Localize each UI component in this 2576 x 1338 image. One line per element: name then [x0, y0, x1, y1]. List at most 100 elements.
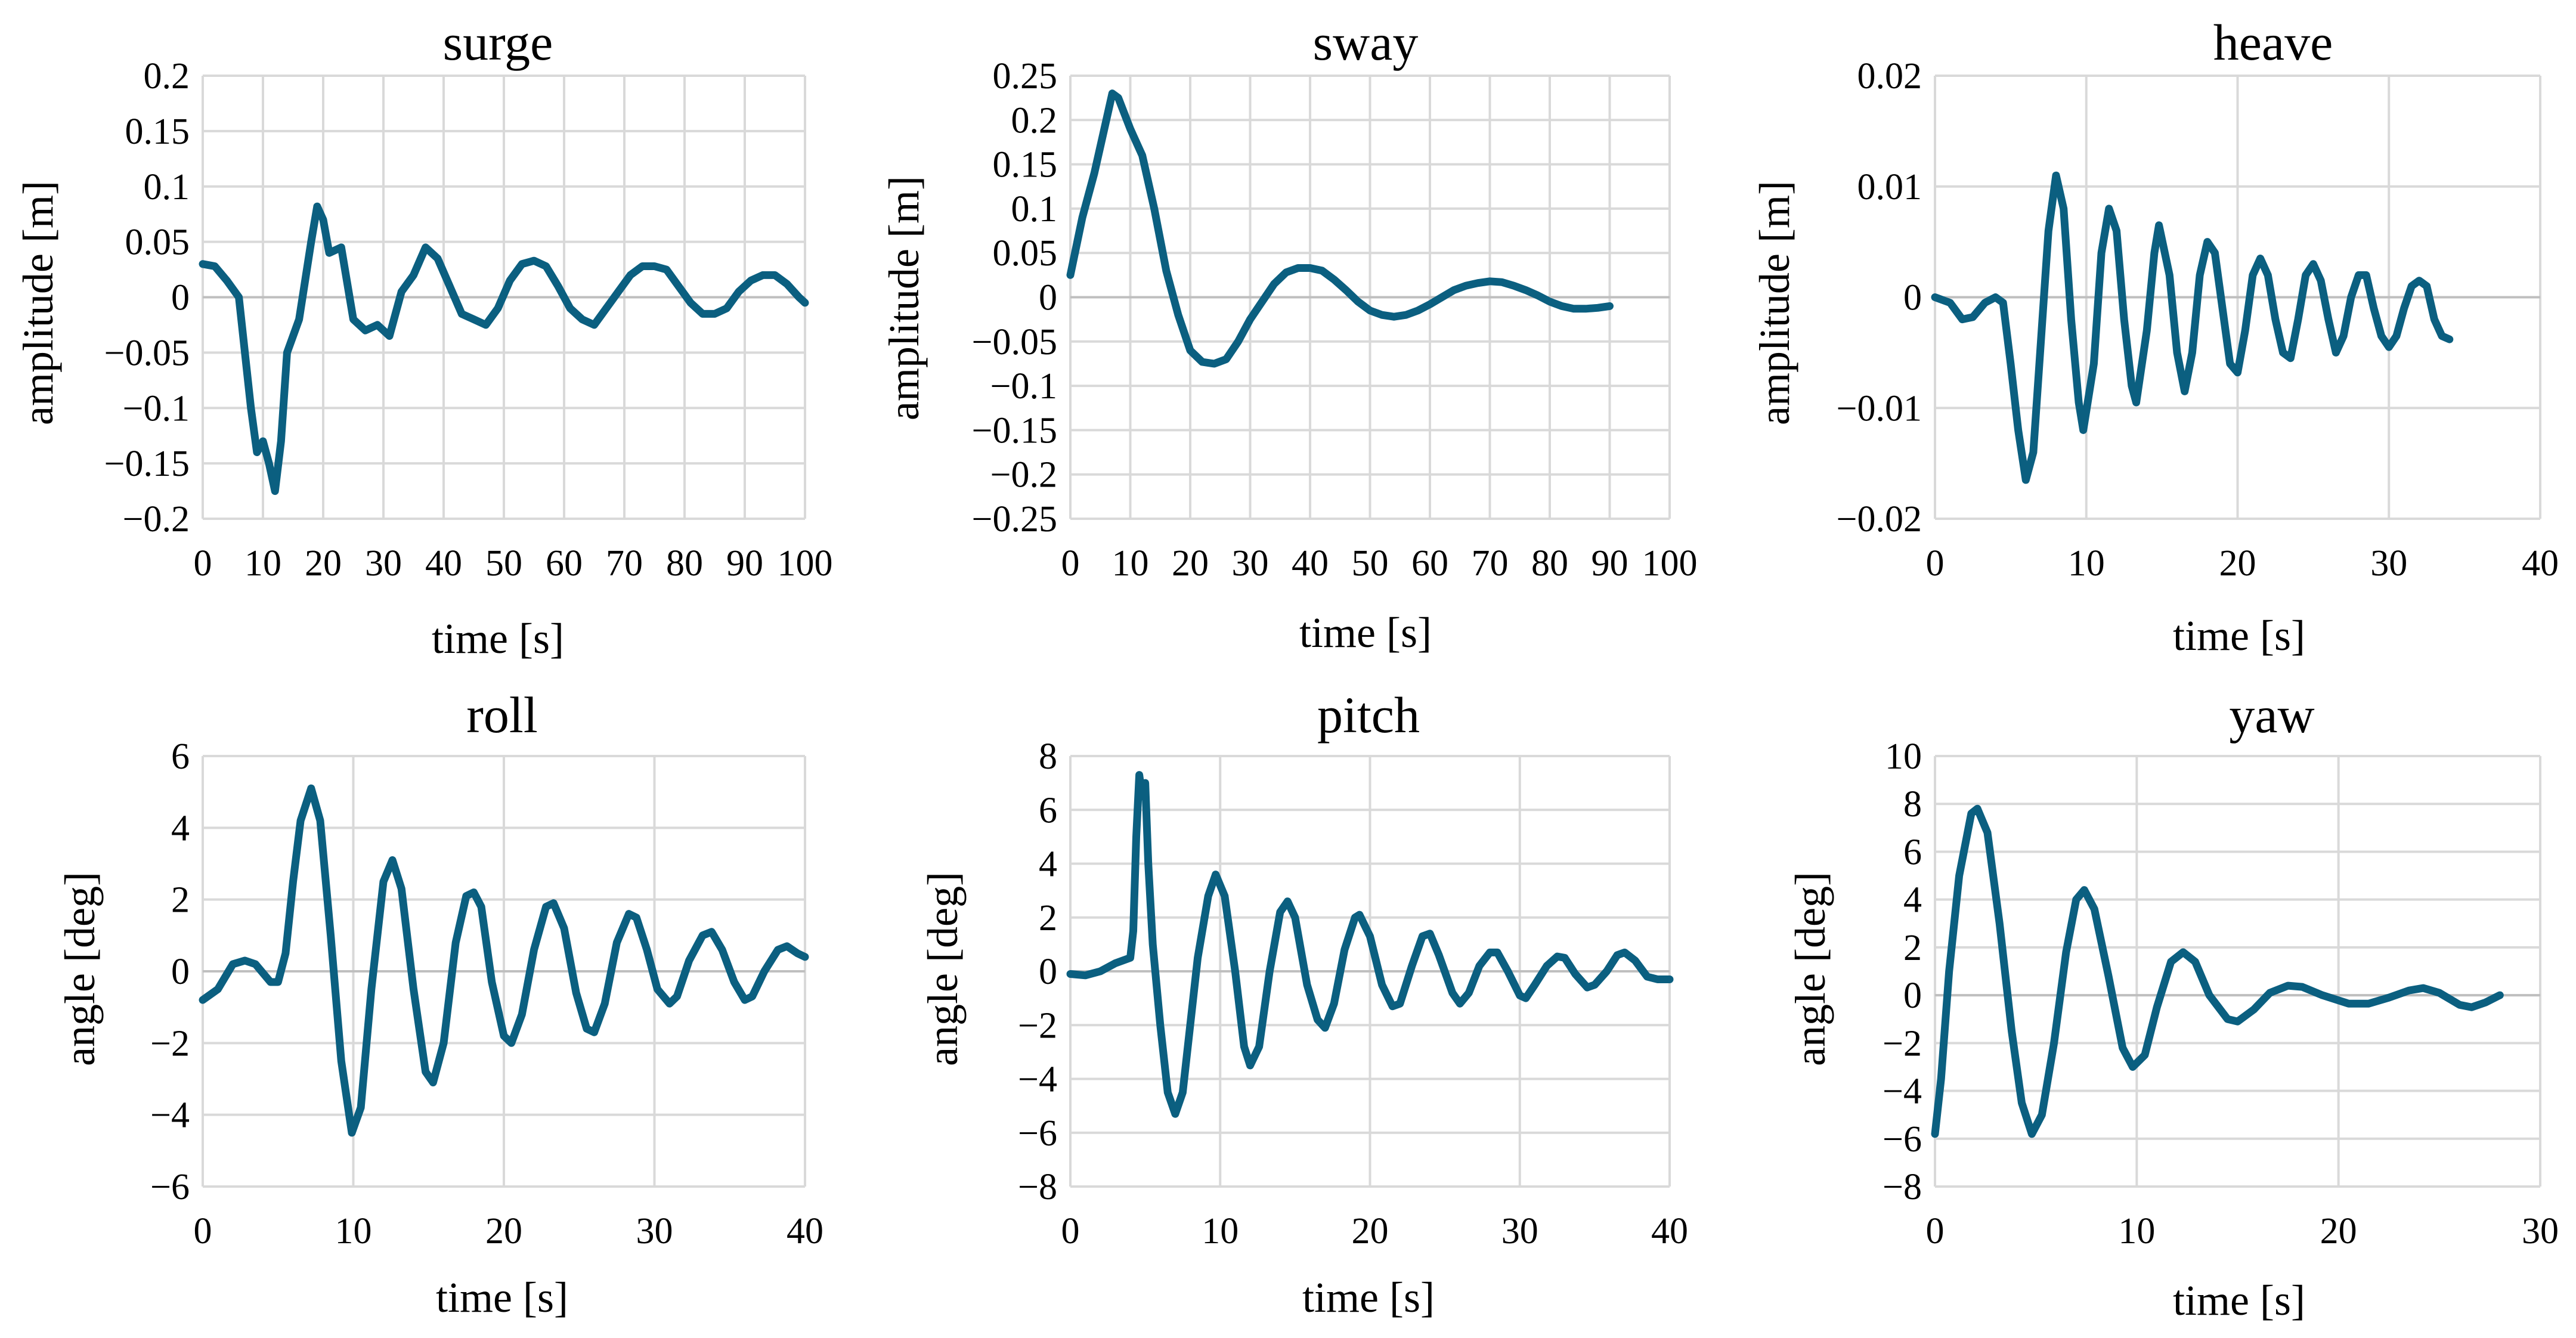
x-tick-label: 30 [2370, 543, 2407, 584]
series-line-sway [1066, 89, 1614, 368]
x-tick-label: 70 [1472, 543, 1509, 584]
y-tick-label: 6 [1039, 790, 1057, 831]
x-tick-label: 70 [606, 543, 643, 584]
x-tick-label: 40 [1651, 1211, 1688, 1252]
y-tick-label: 0.15 [125, 112, 190, 152]
x-tick-label: 10 [1112, 543, 1149, 584]
y-tick-label: 2 [1903, 928, 1922, 968]
y-axis-label: amplitude [m] [14, 181, 62, 425]
y-tick-label: −0.15 [972, 410, 1057, 451]
x-tick-label: 0 [194, 1211, 212, 1252]
x-tick-labels: 0 10 20 30 40 50 60 70 80 90 100 [194, 543, 833, 584]
y-tick-label: −0.01 [1837, 388, 1922, 429]
x-tick-labels: 0 10 20 30 [1926, 1211, 2559, 1252]
chart-title: yaw [2229, 686, 2314, 744]
grid [1934, 75, 2541, 520]
chart-heave: heave −0.02 −0.01 0 0.01 0.02 0 10 20 30 40 time… [1751, 14, 2559, 659]
y-axis-label: angle [deg] [1787, 872, 1834, 1066]
chart-title: sway [1313, 14, 1419, 71]
y-tick-label: −4 [1883, 1071, 1922, 1112]
y-tick-label: −2 [1018, 1005, 1057, 1046]
chart-title: pitch [1317, 686, 1420, 744]
y-tick-label: 0.02 [1857, 56, 1922, 97]
x-tick-label: 20 [485, 1211, 522, 1252]
y-tick-label: 0.05 [125, 222, 190, 263]
y-tick-labels: −0.2 −0.15 −0.1 −0.05 0 0.05 0.1 0.15 0.2 [104, 56, 190, 540]
chart-yaw: yaw −8 −6 −4 −2 0 2 4 6 8 10 0 10 20 30 time [s] ang… [1787, 686, 2559, 1324]
x-tick-label: 0 [194, 543, 212, 584]
x-tick-label: 30 [1232, 543, 1269, 584]
y-tick-label: −6 [1018, 1113, 1057, 1154]
chart-surge: surge −0.2−0.15−0.1−0.0500.050.10.150.2 … [14, 14, 833, 662]
x-tick-label: 30 [2522, 1211, 2559, 1252]
x-tick-label: 10 [244, 543, 281, 584]
y-tick-label: −0.1 [990, 366, 1057, 407]
x-tick-label: 10 [2068, 543, 2105, 584]
y-tick-label: −2 [150, 1023, 190, 1064]
series-line-surge [199, 202, 809, 495]
x-axis-label: time [s] [436, 1274, 568, 1321]
x-tick-label: 10 [1202, 1211, 1239, 1252]
y-tick-label: 10 [1885, 736, 1922, 777]
y-tick-label: −0.2 [123, 499, 190, 540]
grid [1069, 755, 1671, 1188]
y-tick-label: 0 [171, 952, 190, 992]
x-tick-label: 20 [305, 543, 342, 584]
x-axis-label: time [s] [2173, 1277, 2305, 1324]
y-tick-labels: −6 −4 −2 0 2 4 6 [150, 736, 190, 1207]
y-tick-labels: −8 −6 −4 −2 0 2 4 6 8 10 [1883, 736, 1922, 1207]
x-tick-label: 20 [1172, 543, 1209, 584]
x-tick-label: 60 [546, 543, 583, 584]
x-tick-label: 90 [1592, 543, 1628, 584]
y-tick-label: 4 [1903, 880, 1922, 921]
y-tick-label: 0 [1903, 278, 1922, 318]
x-tick-labels: 0 10 20 30 40 [194, 1211, 824, 1252]
y-tick-label: 8 [1039, 736, 1057, 777]
x-tick-label: 90 [726, 543, 763, 584]
y-tick-label: 0.01 [1857, 167, 1922, 207]
series-line-roll [199, 784, 809, 1137]
grid [1934, 755, 2541, 1188]
y-tick-label: 0.05 [993, 233, 1058, 274]
y-tick-labels: −8 −6 −4 −2 0 2 4 6 8 [1018, 736, 1057, 1207]
chart-pitch: pitch −8 −6 −4 −2 0 2 4 6 8 0 10 20 30 40 time [s] a… [919, 686, 1688, 1321]
y-tick-label: −0.1 [123, 388, 190, 429]
y-tick-label: 6 [1903, 832, 1922, 872]
x-tick-label: 20 [2320, 1211, 2357, 1252]
y-tick-label: −0.05 [972, 322, 1057, 363]
y-tick-label: 0.25 [993, 56, 1058, 97]
y-axis-label: angle [deg] [56, 872, 104, 1066]
x-tick-label: 40 [787, 1211, 823, 1252]
y-tick-label: 0 [1903, 975, 1922, 1016]
x-tick-label: 50 [485, 543, 522, 584]
x-tick-label: 30 [365, 543, 402, 584]
x-axis-label: time [s] [2173, 612, 2305, 659]
y-tick-label: −4 [150, 1095, 190, 1136]
y-tick-labels: −0.25−0.2−0.15−0.1−0.0500.050.10.150.20.… [972, 56, 1057, 540]
y-tick-label: 0 [171, 278, 190, 318]
y-tick-label: −6 [1883, 1119, 1922, 1160]
x-tick-label: 20 [2219, 543, 2256, 584]
x-tick-label: 40 [2522, 543, 2559, 584]
y-tick-label: 2 [1039, 898, 1057, 939]
y-tick-label: 8 [1903, 784, 1922, 825]
y-axis-label: angle [deg] [919, 872, 967, 1066]
y-axis-label: amplitude [m] [880, 176, 928, 420]
y-tick-label: −8 [1883, 1167, 1922, 1207]
y-tick-label: −0.05 [104, 333, 190, 373]
grid [202, 755, 806, 1188]
x-tick-label: 30 [636, 1211, 673, 1252]
x-tick-labels: 0 10 20 30 40 50 60 70 80 90 100 [1061, 543, 1698, 584]
y-tick-label: 0.1 [1011, 189, 1058, 230]
x-tick-label: 80 [666, 543, 703, 584]
x-tick-label: 50 [1352, 543, 1389, 584]
y-tick-label: 0.15 [993, 145, 1058, 185]
x-tick-labels: 0 10 20 30 40 [1926, 543, 2559, 584]
y-tick-label: 4 [1039, 844, 1057, 885]
y-tick-label: −0.25 [972, 499, 1057, 540]
y-tick-label: −0.02 [1837, 499, 1922, 540]
x-tick-label: 0 [1926, 543, 1945, 584]
chart-title: heave [2213, 14, 2333, 71]
y-tick-label: −6 [150, 1167, 190, 1207]
